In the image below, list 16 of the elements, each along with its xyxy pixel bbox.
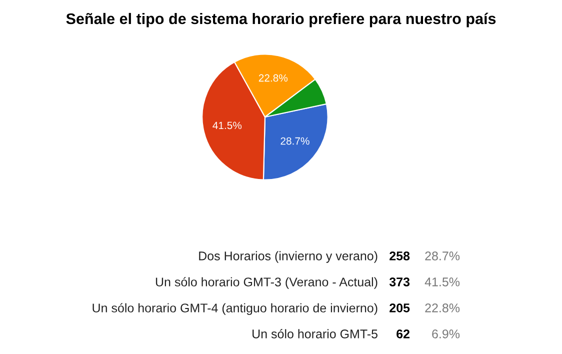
- data-label: 373: [389, 278, 410, 286]
- chart-title: Señale el tipo de sistema horario prefiere para nuestro país: [66, 12, 496, 28]
- data-label: 205: [390, 304, 410, 312]
- data-label: 62: [396, 330, 410, 338]
- category-label: Un sólo horario GMT-3 (Verano - Actual): [156, 277, 378, 289]
- text: 22.8%: [425, 304, 460, 312]
- text: 28.7%: [425, 252, 460, 260]
- category-label: Dos Horarios (invierno y verano): [199, 251, 378, 263]
- data-label: 41.5%: [212, 122, 242, 130]
- data-label: 258: [390, 252, 410, 260]
- data-label: 28.7%: [280, 137, 310, 145]
- text: 6.9%: [432, 330, 460, 338]
- category-label: Un sólo horario GMT-5: [252, 329, 378, 338]
- category-label: Un sólo horario GMT-4 (antiguo horario de invierno): [92, 303, 378, 315]
- data-label: 22.8%: [258, 74, 288, 82]
- text: 41.5%: [424, 278, 460, 286]
